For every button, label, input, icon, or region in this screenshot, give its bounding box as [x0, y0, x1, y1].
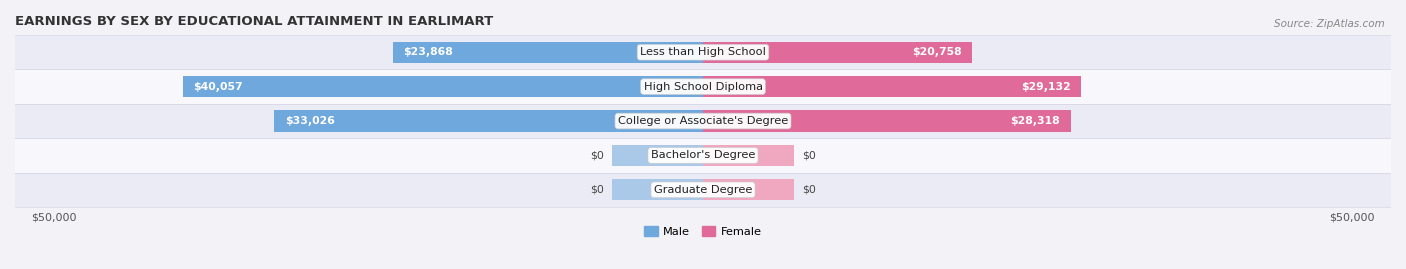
- Text: $0: $0: [801, 185, 815, 195]
- Legend: Male, Female: Male, Female: [640, 222, 766, 242]
- Text: $28,318: $28,318: [1011, 116, 1060, 126]
- Text: $0: $0: [801, 150, 815, 160]
- Bar: [703, 110, 1070, 132]
- Bar: [703, 179, 794, 200]
- Text: Bachelor's Degree: Bachelor's Degree: [651, 150, 755, 160]
- Text: Less than High School: Less than High School: [640, 47, 766, 57]
- Text: $29,132: $29,132: [1021, 82, 1071, 92]
- Bar: [612, 179, 703, 200]
- Text: Source: ZipAtlas.com: Source: ZipAtlas.com: [1274, 19, 1385, 29]
- Text: $33,026: $33,026: [284, 116, 335, 126]
- Bar: [15, 104, 1391, 138]
- Bar: [15, 69, 1391, 104]
- Text: $23,868: $23,868: [404, 47, 453, 57]
- Bar: [612, 145, 703, 166]
- Bar: [703, 42, 973, 63]
- Bar: [274, 110, 703, 132]
- Text: $0: $0: [591, 185, 605, 195]
- Bar: [394, 42, 703, 63]
- Text: $40,057: $40,057: [194, 82, 243, 92]
- Bar: [183, 76, 703, 97]
- Text: $0: $0: [591, 150, 605, 160]
- Bar: [703, 145, 794, 166]
- Bar: [15, 138, 1391, 173]
- Text: College or Associate's Degree: College or Associate's Degree: [617, 116, 789, 126]
- Bar: [703, 76, 1081, 97]
- Bar: [15, 35, 1391, 69]
- Text: $20,758: $20,758: [912, 47, 962, 57]
- Bar: [15, 173, 1391, 207]
- Text: EARNINGS BY SEX BY EDUCATIONAL ATTAINMENT IN EARLIMART: EARNINGS BY SEX BY EDUCATIONAL ATTAINMEN…: [15, 15, 494, 28]
- Text: High School Diploma: High School Diploma: [644, 82, 762, 92]
- Text: Graduate Degree: Graduate Degree: [654, 185, 752, 195]
